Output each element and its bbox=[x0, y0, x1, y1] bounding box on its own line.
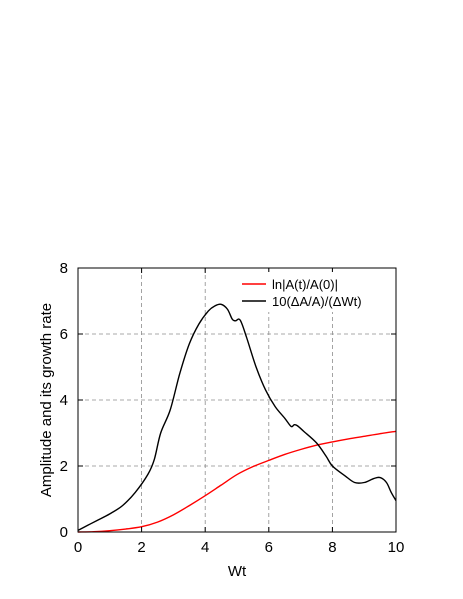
x-tick-label: 2 bbox=[137, 539, 145, 556]
x-tick-label: 10 bbox=[388, 539, 405, 556]
y-tick-label: 6 bbox=[60, 326, 68, 343]
y-tick-label: 2 bbox=[60, 458, 68, 475]
legend-label-amplitude: ln|A(t)/A(0)| bbox=[272, 277, 338, 292]
x-tick-label: 0 bbox=[74, 539, 82, 556]
y-tick-label: 4 bbox=[60, 392, 68, 409]
series-line-growth-rate bbox=[77, 303, 397, 531]
x-axis-title: Wt bbox=[228, 563, 247, 580]
y-tick-label: 8 bbox=[60, 260, 68, 277]
x-tick-label: 8 bbox=[328, 539, 336, 556]
series-layer bbox=[77, 303, 397, 533]
x-tick-label: 4 bbox=[201, 539, 209, 556]
legend: ln|A(t)/A(0)| 10(ΔA/A)/(ΔWt) bbox=[236, 272, 392, 312]
series-line-amplitude bbox=[77, 430, 397, 533]
y-axis-title: Amplitude and its growth rate bbox=[38, 303, 55, 497]
tick-layer: 0 2 4 6 8 10 0 2 4 6 8 bbox=[60, 260, 405, 556]
x-tick-label: 6 bbox=[265, 539, 273, 556]
legend-label-growth-rate: 10(ΔA/A)/(ΔWt) bbox=[272, 294, 362, 309]
y-tick-label: 0 bbox=[60, 524, 68, 541]
legend-box bbox=[236, 272, 392, 312]
